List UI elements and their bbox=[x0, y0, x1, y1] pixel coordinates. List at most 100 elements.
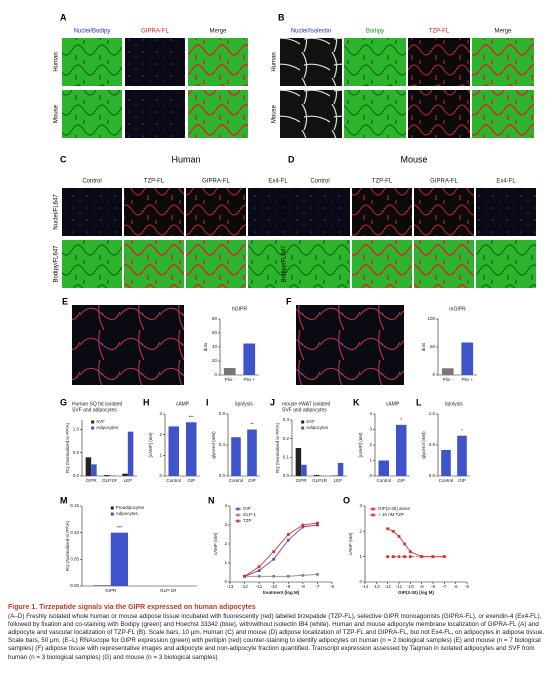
y-axis-label: RQ (Normalized to PPIA) bbox=[65, 520, 70, 571]
micrograph bbox=[414, 188, 474, 236]
bar bbox=[127, 431, 134, 476]
point bbox=[316, 523, 319, 527]
panel-label: M bbox=[60, 495, 68, 505]
legend-label: + 10 nM TZP bbox=[378, 512, 404, 517]
bar bbox=[441, 449, 451, 476]
row-label: Nuclei/FL647 bbox=[282, 194, 288, 230]
annotation: * bbox=[400, 417, 402, 422]
column-label: Ex4-FL bbox=[496, 179, 516, 185]
x-tick-label: -6 bbox=[454, 584, 458, 589]
column-label: GIPRA-FL bbox=[141, 29, 169, 35]
x-tick-label: -11 bbox=[396, 584, 403, 589]
x-tick-label: Plin + bbox=[462, 377, 474, 382]
micrograph bbox=[408, 90, 470, 138]
micrograph bbox=[408, 38, 470, 86]
legend-label: SVF bbox=[96, 419, 105, 424]
point bbox=[272, 557, 276, 561]
legend-label: Adipocytes bbox=[96, 425, 119, 430]
point bbox=[286, 574, 290, 578]
x-tick-label: -12 bbox=[384, 584, 391, 589]
legend-marker bbox=[236, 507, 240, 511]
chart-title: SVF and adipocytes bbox=[282, 407, 327, 413]
micrograph bbox=[62, 38, 122, 86]
micrograph bbox=[72, 305, 184, 385]
x-tick-label: GIPR bbox=[296, 478, 308, 483]
x-tick-label: Control bbox=[439, 478, 454, 483]
y-axis-label: glycerol (mM) bbox=[211, 431, 216, 459]
micrograph bbox=[124, 240, 184, 288]
panel-label: O bbox=[343, 495, 350, 505]
point bbox=[408, 555, 412, 559]
y-tick-label: 0.2 bbox=[283, 436, 290, 441]
micrograph bbox=[290, 188, 350, 236]
column-label: Ex4-FL bbox=[268, 179, 288, 185]
y-tick-label: 60 bbox=[212, 330, 218, 335]
panel-label: A bbox=[60, 12, 67, 22]
micrograph bbox=[125, 38, 185, 86]
micrograph bbox=[188, 38, 248, 86]
panel-label: I bbox=[206, 397, 209, 407]
y-tick-label: 0.0 bbox=[73, 473, 80, 478]
point bbox=[316, 521, 319, 525]
y-tick-label: 2 bbox=[224, 541, 227, 546]
row-label: Mouse bbox=[272, 104, 278, 123]
bar bbox=[247, 429, 257, 476]
y-tick-label: 0.0 bbox=[219, 473, 226, 478]
micrograph bbox=[352, 240, 412, 288]
x-tick-label: Plin + bbox=[244, 377, 256, 382]
y-tick-label: 3 bbox=[159, 411, 162, 416]
point bbox=[316, 573, 319, 576]
column-label: Merge bbox=[494, 29, 512, 35]
y-axis-label: glycerol (mM) bbox=[421, 431, 426, 459]
x-tick-label: GIP bbox=[458, 478, 466, 483]
y-tick-label: 1 bbox=[359, 554, 362, 559]
point bbox=[272, 550, 276, 553]
y-tick-label: 0.0 bbox=[429, 473, 436, 478]
column-label: TZP-FL bbox=[372, 179, 393, 185]
caption-title: Figure 1. Tirzepatide signals via the GI… bbox=[8, 604, 256, 611]
y-tick-label: 80 bbox=[212, 316, 218, 321]
x-tick-label: Control bbox=[166, 478, 181, 483]
y-tick-label: 0.5 bbox=[73, 450, 80, 455]
bar bbox=[461, 342, 474, 375]
y-tick-label: 20 bbox=[212, 358, 218, 363]
x-tick-label: -8 bbox=[301, 584, 305, 589]
y-tick-label: 0.1 bbox=[283, 455, 290, 460]
chart-title: cAMP bbox=[176, 401, 190, 407]
row-label: Human bbox=[272, 52, 278, 71]
chart-title: mouse eWAT isolated bbox=[282, 401, 330, 407]
micrograph bbox=[186, 188, 246, 236]
panel-label: K bbox=[353, 397, 360, 407]
y-tick-label: 0.8 bbox=[219, 411, 226, 416]
bar bbox=[186, 422, 197, 476]
y-tick-label: 0.10 bbox=[70, 530, 79, 535]
x-tick-label: -10 bbox=[270, 584, 277, 589]
micrograph bbox=[62, 240, 122, 288]
x-tick-label: GIPR bbox=[86, 478, 98, 483]
x-tick-label: LEP bbox=[334, 478, 343, 483]
bar bbox=[396, 424, 407, 476]
column-label: Nuclei/Isolectin bbox=[291, 29, 331, 35]
bar bbox=[93, 585, 111, 586]
bar bbox=[441, 368, 454, 375]
y-tick-label: 0.4 bbox=[219, 442, 226, 447]
point bbox=[257, 565, 261, 569]
micrograph bbox=[476, 188, 536, 236]
bar bbox=[457, 435, 467, 476]
legend-marker bbox=[236, 519, 240, 523]
bar bbox=[337, 462, 344, 476]
micrograph bbox=[296, 305, 404, 385]
micrograph bbox=[344, 38, 406, 86]
chart-title: lipolysis bbox=[235, 401, 253, 407]
point bbox=[301, 573, 305, 577]
row-label: Mouse bbox=[54, 104, 60, 123]
column-label: TZP-FL bbox=[144, 179, 165, 185]
point bbox=[431, 555, 435, 559]
series-line bbox=[244, 522, 318, 577]
micrograph bbox=[344, 90, 406, 138]
bar bbox=[314, 475, 320, 476]
point bbox=[301, 525, 305, 529]
series-line bbox=[244, 573, 318, 577]
y-tick-label: 1 bbox=[224, 560, 227, 565]
bar bbox=[378, 460, 389, 476]
